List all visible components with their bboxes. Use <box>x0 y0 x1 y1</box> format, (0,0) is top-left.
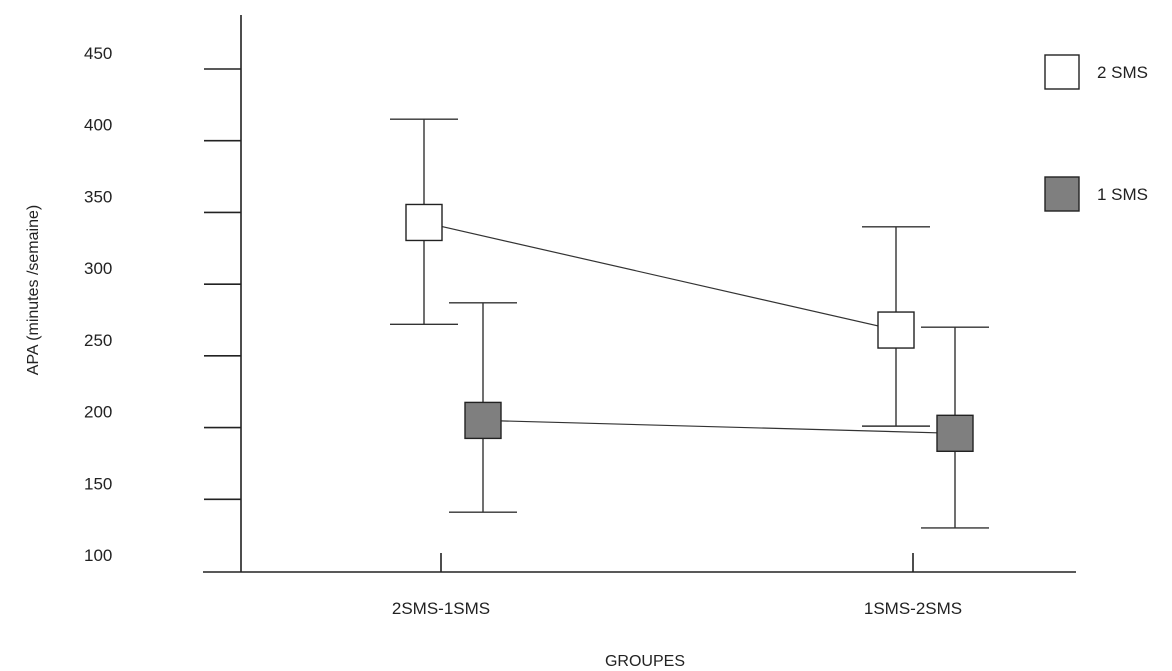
y-tick-label-150: 150 <box>84 474 112 493</box>
y-axis-title: APA (minutes /semaine) <box>25 205 42 375</box>
legend: 2 SMS 1 SMS <box>1044 54 1148 212</box>
y-tick-label-250: 250 <box>84 331 112 350</box>
series-line-1-sms <box>482 419 956 434</box>
marker-2-sms-1sms-2sms <box>877 311 915 349</box>
y-tick-label-350: 350 <box>84 187 112 206</box>
y-ticks: 100 150 200 250 300 350 400 450 <box>84 44 241 565</box>
y-tick-label-400: 400 <box>84 116 112 135</box>
category-labels: 2SMS-1SMS 1SMS-2SMS <box>392 553 962 618</box>
marker-1-sms-2sms-1sms <box>464 401 502 440</box>
series-lines <box>423 221 956 434</box>
legend-swatch-2-sms <box>1044 54 1080 90</box>
y-tick-label-200: 200 <box>84 403 112 422</box>
y-tick-label-450: 450 <box>84 44 112 63</box>
legend-swatch-1-sms <box>1044 176 1080 212</box>
legend-label-2-sms: 2 SMS <box>1097 63 1148 82</box>
category-label-2sms-1sms: 2SMS-1SMS <box>392 599 490 618</box>
x-axis-title: GROUPES <box>605 653 685 670</box>
marker-1-sms-1sms-2sms <box>936 414 974 453</box>
y-tick-label-300: 300 <box>84 259 112 278</box>
markers <box>405 203 974 453</box>
marker-2-sms-2sms-1sms <box>405 203 443 242</box>
series-line-2-sms <box>423 221 897 331</box>
category-label-1sms-2sms: 1SMS-2SMS <box>864 599 962 618</box>
y-tick-label-100: 100 <box>84 546 112 565</box>
axes <box>203 15 1076 573</box>
legend-label-1-sms: 1 SMS <box>1097 185 1148 204</box>
